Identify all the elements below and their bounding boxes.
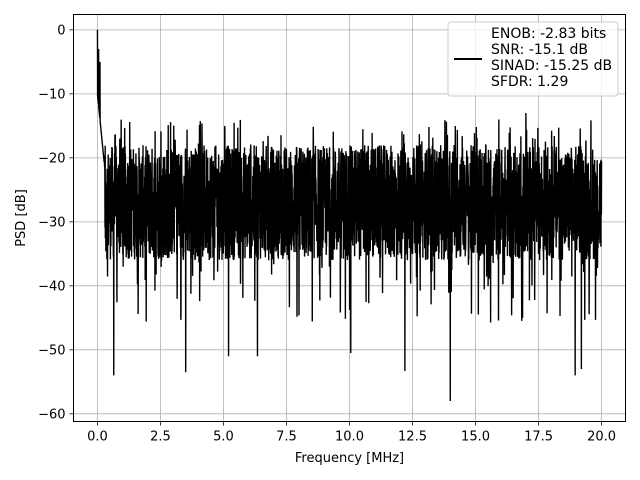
x-axis-label: Frequency [MHz] [295,451,404,466]
y-tick-label: −10 [38,87,65,102]
x-tick-label: 20.0 [587,430,616,445]
y-axis-label: PSD [dB] [14,189,29,247]
legend-text-snr: SNR: -15.1 dB [491,42,588,58]
y-tick-label: 0 [57,23,65,38]
y-tick-label: −30 [38,215,65,230]
legend-text-sinad: SINAD: -15.25 dB [491,58,612,74]
x-tick-label: 5.0 [213,430,234,445]
y-axis-ticks: 0 −10 −20 −30 −40 −50 −60 [38,23,74,422]
x-tick-label: 15.0 [461,430,490,445]
x-tick-label: 12.5 [398,430,427,445]
x-tick-label: 0.0 [87,430,108,445]
y-tick-label: −40 [38,279,65,294]
y-tick-label: −60 [38,407,65,422]
x-tick-label: 17.5 [524,430,553,445]
series-line-psd [96,29,603,402]
x-axis-ticks: 0.0 2.5 5.0 7.5 10.0 12.5 15.0 17.5 20.0 [87,421,616,445]
legend: ENOB: -2.83 bits SNR: -15.1 dB SINAD: -1… [447,21,619,97]
series-layer [96,29,603,402]
legend-box [447,21,619,97]
x-tick-label: 2.5 [150,430,171,445]
x-tick-label: 7.5 [276,430,297,445]
legend-text-enob: ENOB: -2.83 bits [491,26,606,42]
y-tick-label: −50 [38,343,65,358]
legend-text-sfdr: SFDR: 1.29 [491,74,568,90]
x-tick-label: 10.0 [335,430,364,445]
y-tick-label: −20 [38,151,65,166]
